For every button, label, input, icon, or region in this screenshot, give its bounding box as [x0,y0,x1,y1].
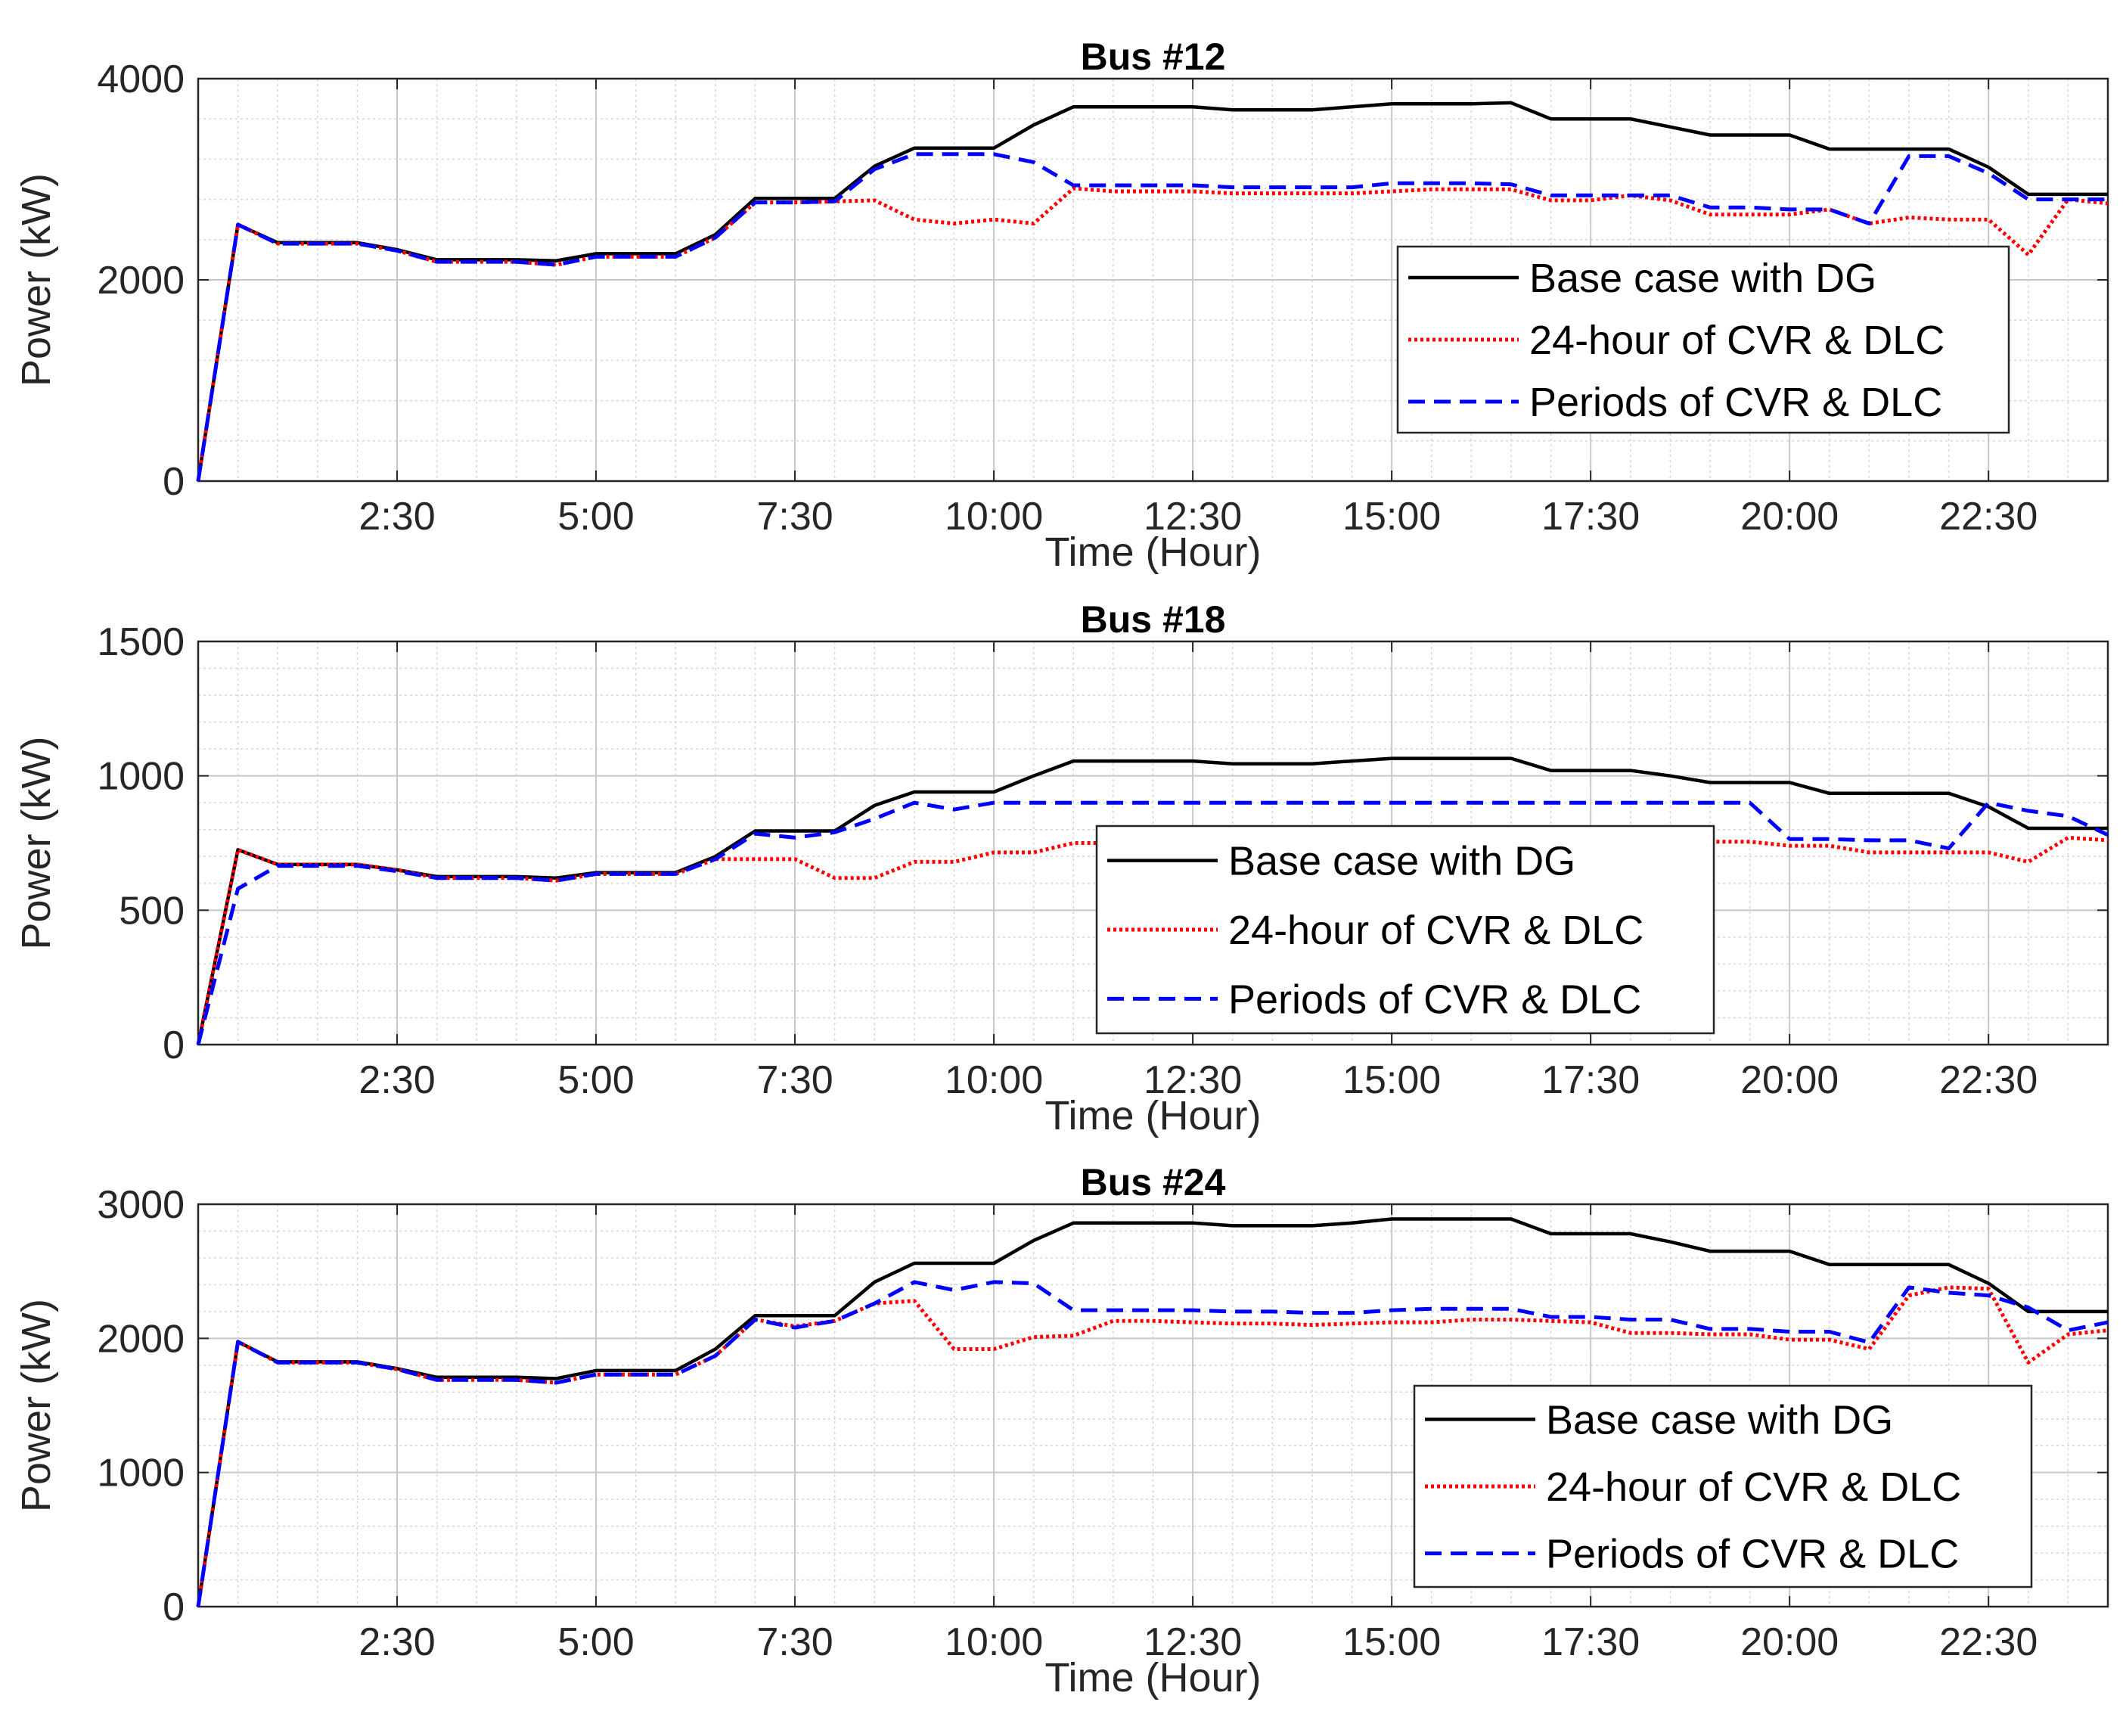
legend-label: 24-hour of CVR & DLC [1228,908,1643,953]
x-tick-label: 2:30 [358,495,435,539]
series-line-24-hour-of-cvr-dlc [196,186,2109,482]
chart-title: Bus #12 [1081,36,1226,78]
x-tick-label: 22:30 [1939,495,2038,539]
x-tick-label: 5:00 [557,1058,634,1102]
x-tick-label: 10:00 [945,1620,1043,1664]
y-axis-label: Power (kW) [14,173,59,387]
axes-box [197,1203,2109,1608]
y-tick-label: 3000 [97,1183,185,1227]
y-axis-label: Power (kW) [14,737,59,950]
axes-box [197,640,2109,1046]
legend-label: Base case with DG [1546,1397,1893,1443]
x-axis-label: Time (Hour) [1044,1655,1261,1700]
x-tick-label: 15:00 [1342,495,1441,539]
x-tick-label: 12:30 [1144,495,1242,539]
chart-title: Bus #18 [1081,598,1226,641]
x-tick-label: 22:30 [1939,1058,2038,1102]
x-tick-label: 17:30 [1541,1058,1640,1102]
series-line-periods-of-cvr-dlc [196,800,2109,1045]
x-tick-label: 5:00 [557,1620,634,1664]
legend-label: Periods of CVR & DLC [1529,380,1942,425]
series-line-base-case-with-dg [196,1217,2108,1607]
legend-label: 24-hour of CVR & DLC [1529,318,1945,363]
x-tick-label: 12:30 [1144,1620,1242,1664]
y-tick-label: 2000 [97,1317,185,1361]
legend-label: 24-hour of CVR & DLC [1546,1464,1961,1510]
x-tick-label: 20:00 [1740,1058,1839,1102]
x-tick-label: 20:00 [1740,495,1839,539]
series-line-24-hour-of-cvr-dlc [196,835,2109,1045]
x-tick-label: 5:00 [557,495,634,539]
y-tick-label: 2000 [97,259,185,303]
x-tick-label: 15:00 [1342,1058,1441,1102]
x-tick-label: 7:30 [756,495,833,539]
x-tick-label: 2:30 [358,1620,435,1664]
x-axis-label: Time (Hour) [1044,529,1261,575]
x-tick-label: 7:30 [756,1058,833,1102]
y-tick-label: 4000 [97,57,185,101]
x-tick-label: 2:30 [358,1058,435,1102]
legend-label: Periods of CVR & DLC [1546,1532,1959,1577]
series-line-periods-of-cvr-dlc [196,1280,2109,1607]
y-axis-label: Power (kW) [14,1299,59,1512]
x-tick-label: 22:30 [1939,1620,2038,1664]
x-tick-label: 17:30 [1541,1620,1640,1664]
y-tick-label: 500 [119,889,185,933]
x-tick-label: 12:30 [1144,1058,1242,1102]
x-tick-label: 10:00 [945,1058,1043,1102]
panel-bus-12: 2:30 5:00 7:30 10:00 12:30 15:00 17:30 20:00 22:… [14,36,2109,575]
panel-bus-24: 2:30 5:00 7:30 10:00 12:30 15:00 17:30 20:00 22:… [14,1161,2109,1700]
legend-label: Base case with DG [1529,256,1876,301]
x-tick-label: 17:30 [1541,495,1640,539]
x-tick-label: 7:30 [756,1620,833,1664]
series-line-base-case-with-dg [196,101,2108,482]
y-tick-label: 1000 [97,1452,185,1495]
legend: Base case with DG 24-hour of CVR & DLC Per… [1413,1384,2033,1588]
panel-bus-18: 2:30 5:00 7:30 10:00 12:30 15:00 17:30 20:00 22:… [14,598,2109,1138]
x-tick-label: 10:00 [945,495,1043,539]
legend-label: Base case with DG [1228,839,1575,884]
legend-label: Periods of CVR & DLC [1228,977,1641,1022]
x-tick-label: 20:00 [1740,1620,1839,1664]
y-tick-label: 1000 [97,755,185,799]
y-tick-label: 1500 [97,620,185,664]
y-tick-label: 0 [163,1023,185,1067]
x-tick-label: 15:00 [1342,1620,1441,1664]
legend: Base case with DG 24-hour of CVR & DLC Per… [1095,825,1715,1035]
y-tick-label: 0 [163,1585,185,1629]
x-axis-label: Time (Hour) [1044,1093,1261,1138]
y-tick-label: 0 [163,460,185,504]
series-line-periods-of-cvr-dlc [196,152,2108,482]
chart-title: Bus #24 [1081,1161,1226,1203]
legend: Base case with DG 24-hour of CVR & DLC Per… [1396,245,2010,434]
